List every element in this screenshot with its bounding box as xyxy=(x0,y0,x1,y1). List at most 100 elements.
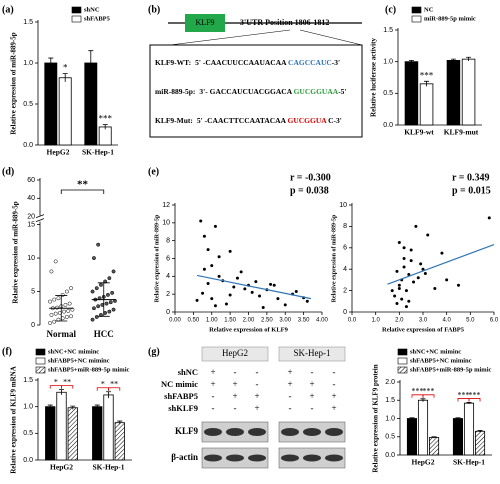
condition-sign: + xyxy=(287,379,292,389)
data-point xyxy=(92,306,96,311)
data-point xyxy=(96,242,101,247)
data-point xyxy=(440,251,444,255)
x-tick-label: 4.00 xyxy=(316,318,328,324)
data-point xyxy=(395,269,399,273)
x-axis-title: Relative expression of FABP5 xyxy=(382,326,465,333)
y-tick-label: 0.5 xyxy=(383,90,393,97)
band xyxy=(325,428,343,436)
data-point xyxy=(254,280,258,284)
data-point xyxy=(397,283,401,287)
seed-sequence: CAGCCAUC xyxy=(288,58,332,67)
bar xyxy=(429,437,440,456)
data-point xyxy=(49,313,54,317)
data-point xyxy=(90,317,95,322)
bar xyxy=(461,58,476,126)
legend-label: shNC xyxy=(84,6,100,13)
significance: ** xyxy=(77,179,89,191)
data-point xyxy=(217,255,221,259)
condition-name: shNC xyxy=(178,367,198,377)
bar xyxy=(56,391,67,461)
data-point xyxy=(210,297,214,301)
y-axis-title: Relative expression of KLF9 protein xyxy=(372,364,380,472)
significance: *** xyxy=(457,390,469,399)
sequence-suffix: -5' xyxy=(338,87,346,96)
x-tick-label: 3.0 xyxy=(419,318,428,324)
data-point xyxy=(202,267,206,271)
y-axis-title: Relative expression of miR-889-5p xyxy=(10,32,18,134)
data-point xyxy=(202,234,206,238)
x-tick-label: 3.50 xyxy=(298,318,310,324)
band xyxy=(248,428,266,436)
data-point xyxy=(217,274,221,278)
data-point xyxy=(305,299,309,303)
x-tick-label: 1.00 xyxy=(206,318,218,324)
significance: *** xyxy=(411,387,423,396)
sequence-prefix: 3'- GACCAUCUACGGACA xyxy=(199,87,293,96)
y-tick-label: 1.0 xyxy=(383,59,393,66)
legend-label: shFABP5+miR-889-5p mimic xyxy=(410,366,492,373)
y-tick-label: 2 xyxy=(343,287,347,294)
condition-sign: + xyxy=(232,391,237,401)
significance: ** xyxy=(110,380,118,389)
data-point xyxy=(407,299,411,303)
data-point xyxy=(64,289,69,294)
x-axis-title: Relative expression of KLF9 xyxy=(209,326,289,333)
condition-sign: - xyxy=(311,367,314,377)
data-point xyxy=(232,285,236,289)
gene-name: KLF9 xyxy=(195,18,214,27)
data-point xyxy=(390,289,394,293)
condition-name: shKLF9 xyxy=(168,403,198,413)
condition-sign: - xyxy=(333,367,336,377)
condition-sign: - xyxy=(234,367,237,377)
data-point xyxy=(419,262,423,266)
data-point xyxy=(92,256,96,261)
condition-sign: + xyxy=(254,403,259,413)
y-tick-label: 8 xyxy=(343,223,347,230)
data-point xyxy=(414,224,418,228)
error-bar xyxy=(62,73,68,82)
data-point xyxy=(402,257,406,260)
y-tick-label: 8 xyxy=(166,238,170,245)
y-tick-label: 2.0 xyxy=(385,379,395,386)
condition-sign: + xyxy=(331,391,336,401)
bar xyxy=(103,394,114,461)
data-point xyxy=(228,293,232,297)
data-point xyxy=(421,267,425,271)
y-tick-label: 6 xyxy=(166,255,170,262)
legend-swatch xyxy=(397,348,408,356)
panel-label: (c) xyxy=(385,4,396,15)
band xyxy=(281,454,299,462)
data-point xyxy=(404,305,408,309)
y-tick-label: 1.0 xyxy=(23,60,33,67)
band-name: KLF9 xyxy=(175,426,199,436)
data-point xyxy=(66,308,71,313)
x-tick-label: HepG2 xyxy=(412,458,435,467)
sequence-box xyxy=(149,44,363,138)
sequence-row: KLF9-WT: 5' -CAACUUCCAAUACAA CAGCCAUC-3' xyxy=(155,58,340,67)
significance: *** xyxy=(420,70,434,80)
sequence-rows: KLF9-WT: 5' -CAACUUCCAAUACAA CAGCCAUC-3' m… xyxy=(155,58,347,125)
panel-label: (e) xyxy=(148,166,159,177)
error-bar xyxy=(408,60,414,63)
data-point xyxy=(201,291,205,295)
legend-swatch xyxy=(71,6,82,14)
bar xyxy=(406,418,417,456)
data-point xyxy=(111,269,116,274)
x-tick-label: SK-Hep-1 xyxy=(82,148,114,157)
panel-label: (d) xyxy=(2,166,14,177)
correlation-stat: r = 0.349 xyxy=(452,172,489,183)
sequence-prefix: 5' -CAACUUCCAAUACAA xyxy=(195,58,288,67)
bar xyxy=(463,402,475,456)
x-tick-label: 0.50 xyxy=(188,318,200,324)
significance: ** xyxy=(63,377,71,386)
x-tick-label: SK-Hep-1 xyxy=(453,458,485,467)
error-bar xyxy=(409,417,415,420)
data-point xyxy=(49,269,54,274)
legend-swatch xyxy=(411,6,422,14)
x-tick-label: 1.50 xyxy=(224,318,236,324)
legend-label: miR-889-5p mimic xyxy=(424,15,476,22)
legend-label: NC xyxy=(424,6,434,13)
band xyxy=(303,428,321,436)
error-bar xyxy=(420,398,426,402)
y-tick-label: 60 xyxy=(27,177,35,184)
